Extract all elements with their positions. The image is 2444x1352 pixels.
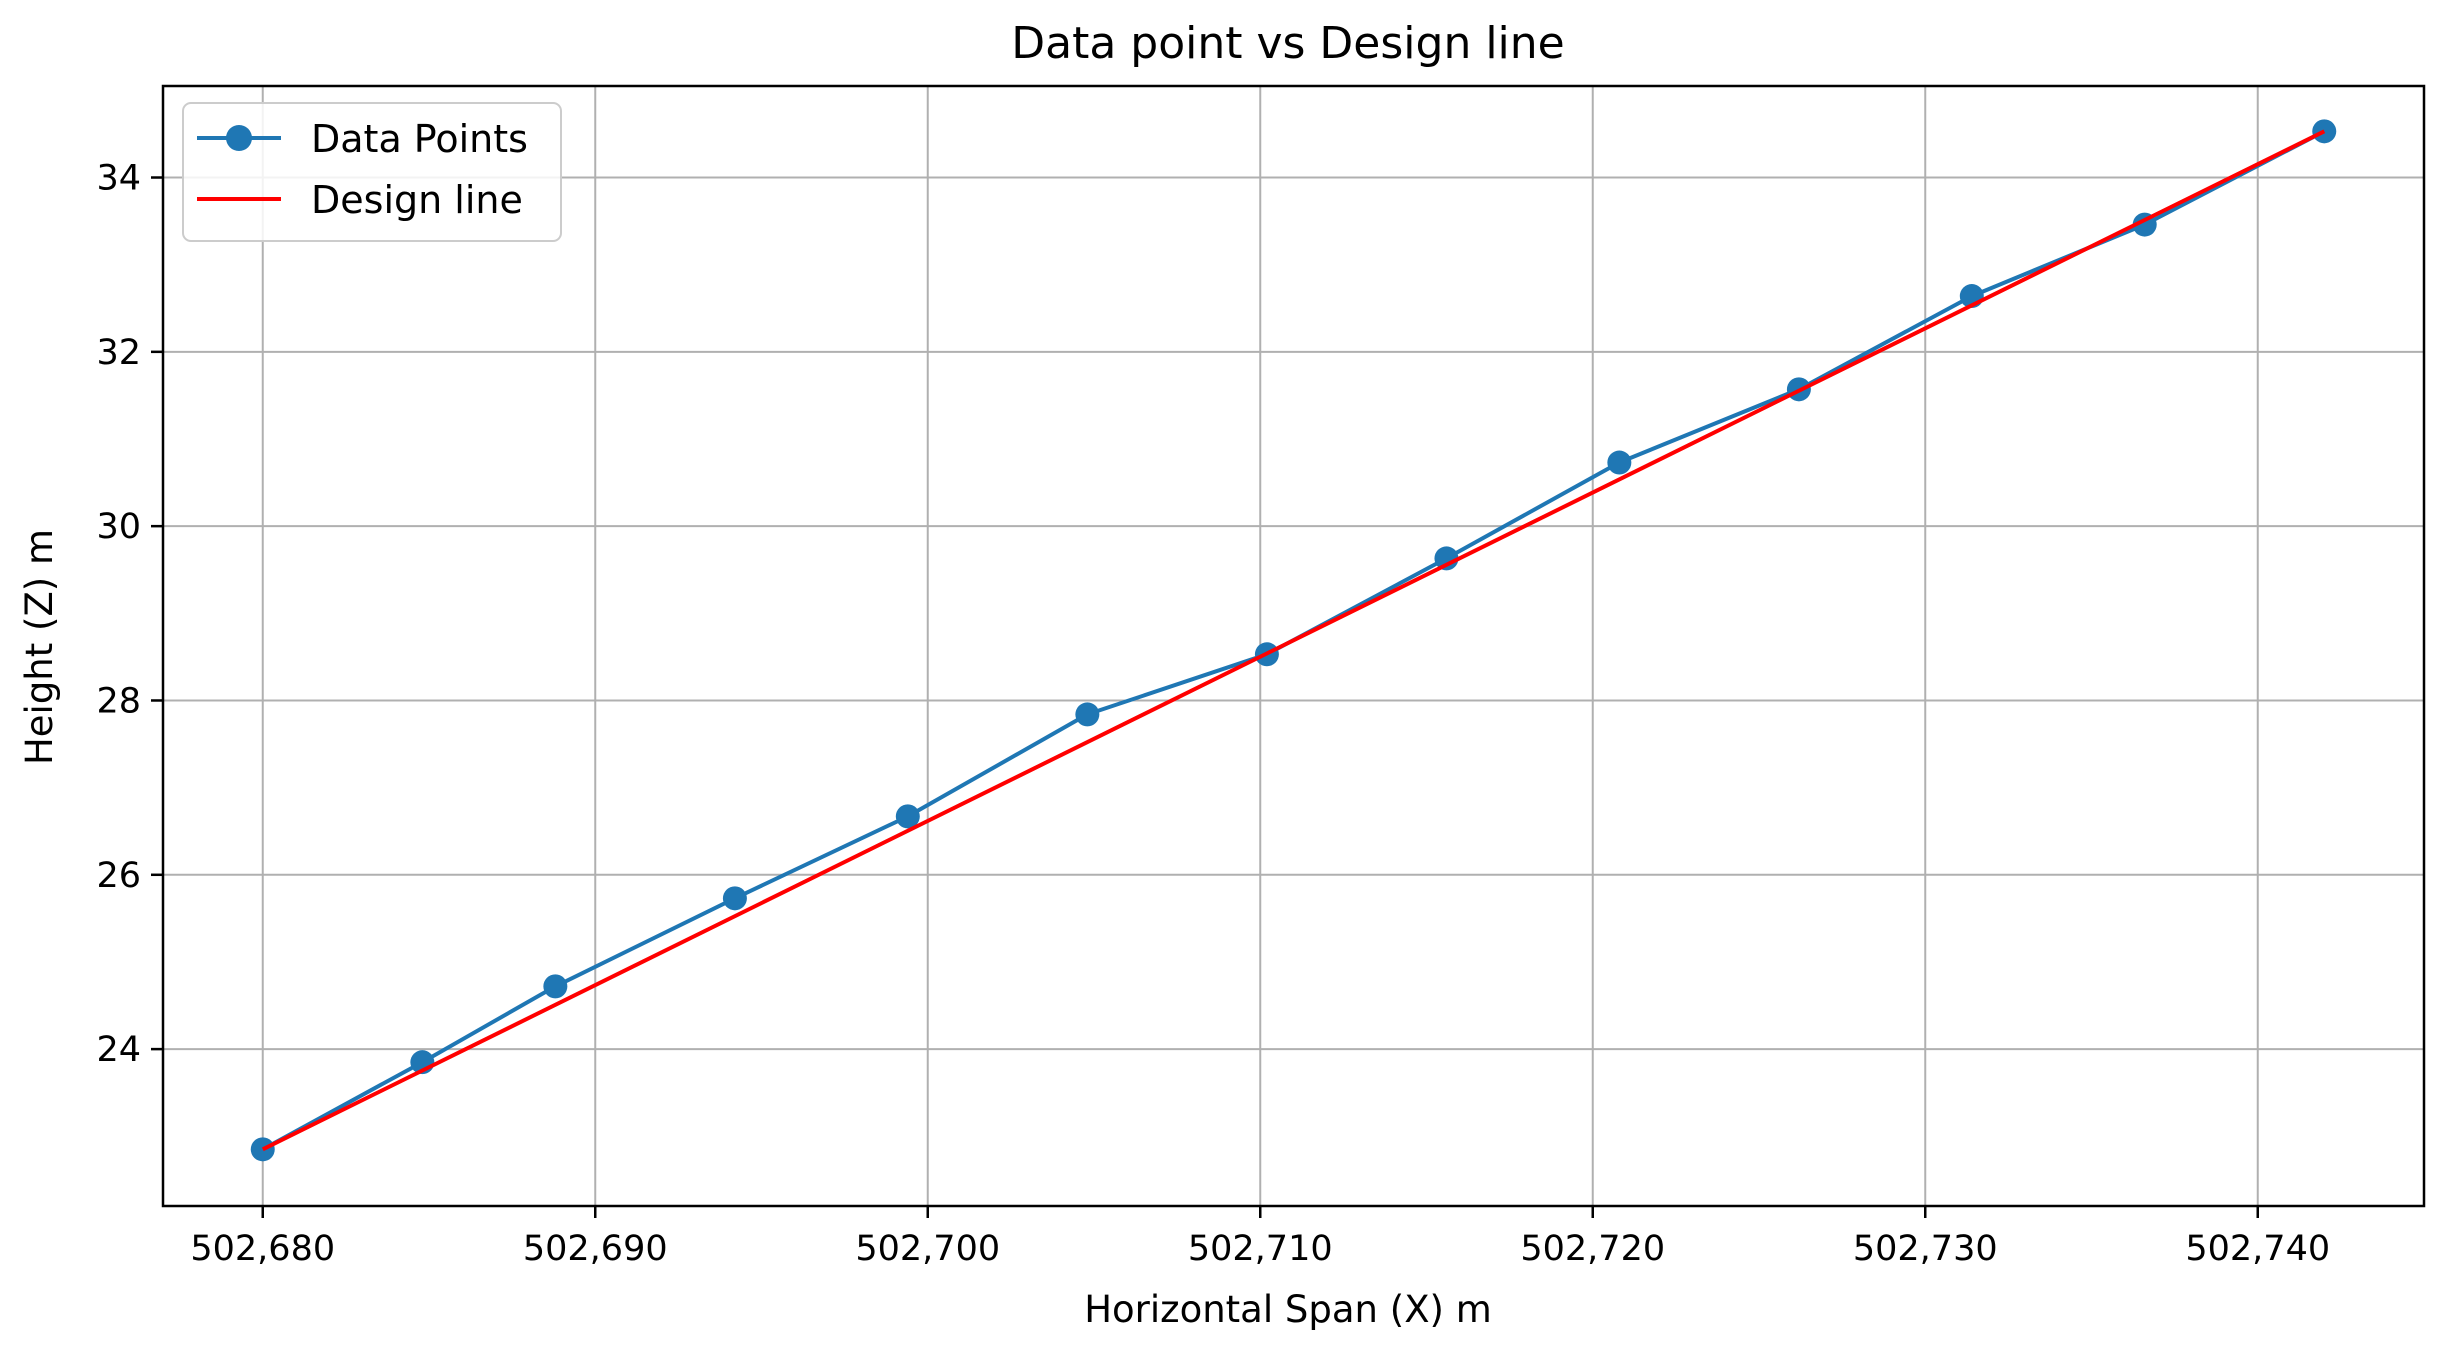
x-tick-label: 502,700 bbox=[855, 1229, 1000, 1269]
x-tick-label: 502,710 bbox=[1188, 1229, 1333, 1269]
y-axis-label: Height (Z) m bbox=[18, 529, 61, 765]
data-point-marker bbox=[1434, 546, 1459, 571]
legend-marker-data-points bbox=[226, 125, 252, 151]
y-axis-ticks: 24 26 28 30 32 34 bbox=[96, 159, 163, 1070]
grid bbox=[163, 86, 2424, 1206]
data-point-marker bbox=[1075, 702, 1100, 727]
x-tick-label: 502,730 bbox=[1853, 1229, 1998, 1269]
y-tick-label: 34 bbox=[96, 159, 141, 199]
series-line-design-line bbox=[261, 129, 2326, 1152]
legend-label-design-line: Design line bbox=[311, 178, 523, 222]
legend: Data Points Design line bbox=[182, 102, 562, 242]
data-point-marker bbox=[1607, 450, 1632, 475]
y-tick-label: 30 bbox=[96, 507, 141, 547]
x-axis-ticks: 502,680 502,690 502,700 502,710 502,720 502,7… bbox=[190, 1206, 2330, 1269]
x-tick-label: 502,720 bbox=[1520, 1229, 1665, 1269]
y-tick-label: 32 bbox=[96, 333, 141, 373]
data-point-marker bbox=[543, 974, 568, 999]
y-tick-label: 26 bbox=[96, 856, 141, 896]
x-tick-label: 502,740 bbox=[2185, 1229, 2330, 1269]
series bbox=[250, 119, 2337, 1162]
data-point-marker bbox=[722, 886, 747, 911]
data-point-marker bbox=[250, 1137, 275, 1162]
x-tick-label: 502,690 bbox=[523, 1229, 668, 1269]
x-axis-label: Horizontal Span (X) m bbox=[1084, 1288, 1492, 1331]
plot-area-frame bbox=[161, 84, 2426, 1208]
y-tick-label: 24 bbox=[96, 1030, 141, 1070]
y-tick-label: 28 bbox=[96, 681, 141, 721]
data-point-marker bbox=[895, 804, 920, 829]
chart-title: Data point vs Design line bbox=[1011, 18, 1565, 69]
legend-label-data-points: Data Points bbox=[311, 117, 528, 161]
x-tick-label: 502,680 bbox=[190, 1229, 335, 1269]
